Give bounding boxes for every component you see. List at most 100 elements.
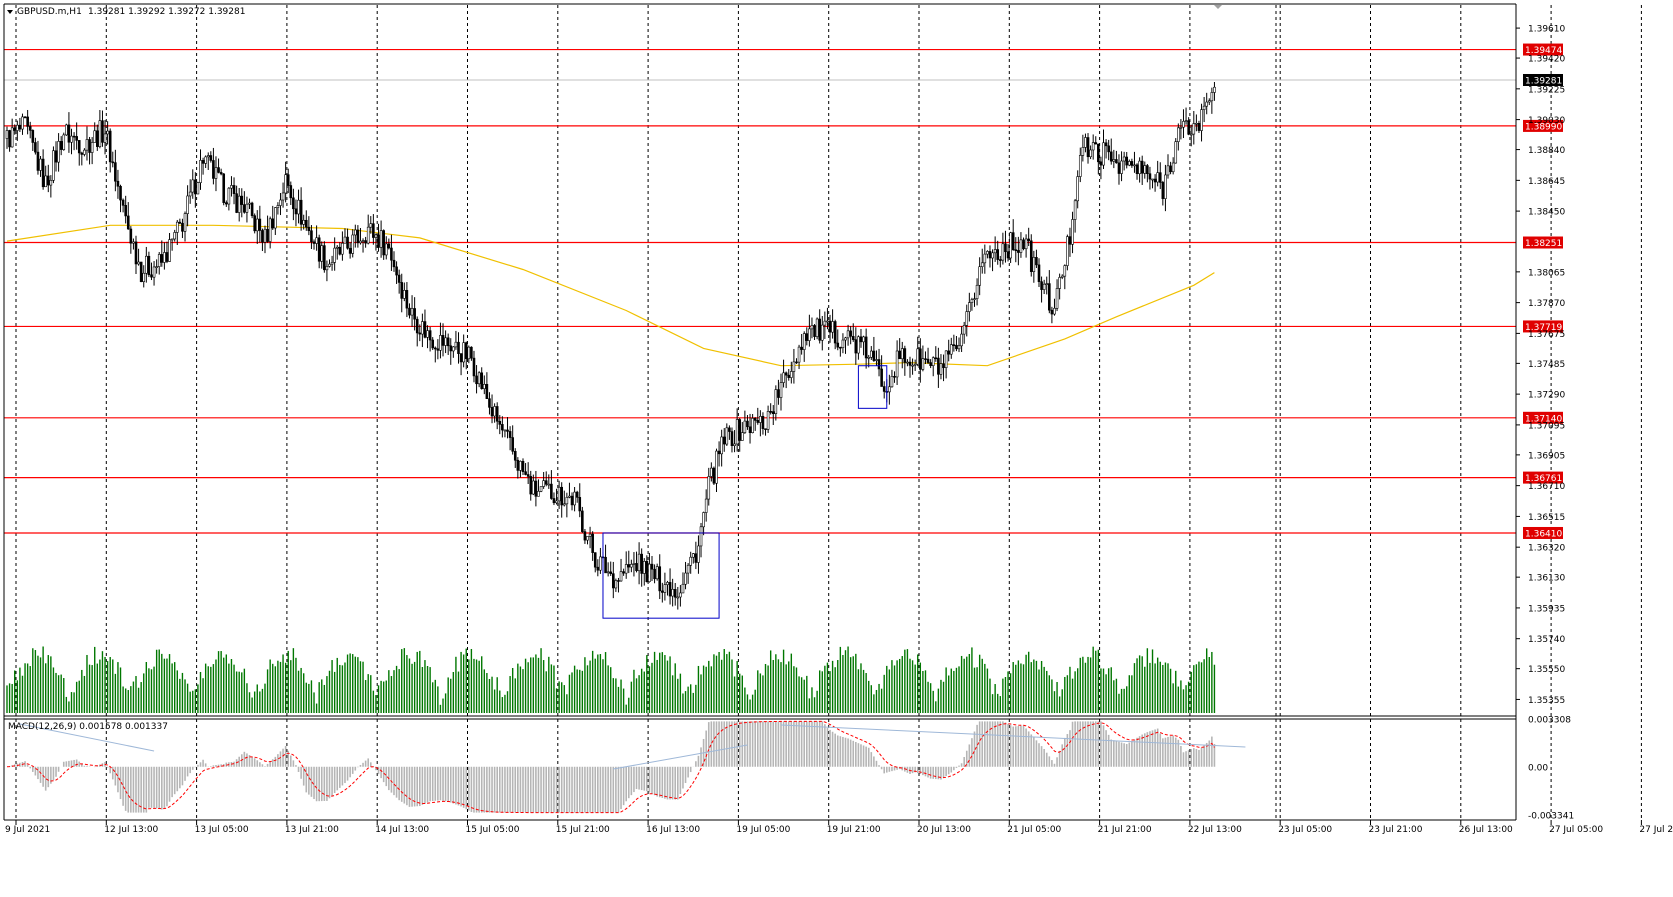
candle-body [1202, 105, 1206, 110]
price-axis-label: 1.39030 [1528, 116, 1565, 126]
level-price-label: 1.38251 [1525, 239, 1562, 249]
dropdown-arrow-icon[interactable] [7, 10, 13, 14]
candle-body [1035, 257, 1038, 266]
macd-signal-line [6, 720, 1215, 814]
candle-body [635, 563, 638, 572]
candle-body [645, 561, 649, 583]
candle-body [65, 124, 68, 136]
candle-body [779, 382, 783, 398]
candle-body [1174, 141, 1178, 164]
candle-body [983, 253, 987, 264]
candle-body [395, 266, 398, 276]
candle-body [532, 480, 535, 495]
candle-body [201, 160, 205, 164]
candle-body [828, 320, 832, 333]
candle-body [121, 199, 125, 206]
candle-body [906, 361, 909, 364]
candle-body [49, 180, 53, 186]
candle-body [684, 572, 687, 585]
candle-body [586, 536, 589, 541]
consolidation-zone-box[interactable] [857, 365, 888, 409]
candle-body [250, 202, 254, 216]
candle-body [849, 330, 852, 337]
macd-divergence-trendline[interactable] [780, 724, 1246, 748]
candle-body [810, 325, 814, 330]
candle-body [103, 133, 107, 143]
candle-body [722, 436, 726, 445]
candle-body [730, 431, 734, 446]
candle-body [513, 451, 517, 461]
candle-body [439, 335, 442, 351]
consolidation-zone-box[interactable] [602, 532, 720, 619]
candle-body [511, 437, 514, 452]
candle-body [637, 553, 641, 572]
candle-body [170, 238, 174, 241]
candle-body [949, 344, 953, 355]
candle-body [818, 318, 822, 341]
candle-body [986, 251, 989, 255]
candle-body [139, 261, 143, 282]
candle-body [735, 419, 739, 445]
level-price-label: 1.39474 [1525, 46, 1562, 56]
candle-body [622, 571, 625, 574]
candle-body [108, 130, 112, 163]
candle-body [359, 240, 362, 244]
candle-body [382, 230, 385, 256]
candle-body [1099, 161, 1103, 166]
candle-body [475, 375, 478, 385]
candle-body [704, 498, 708, 513]
candle-body [70, 135, 73, 143]
candle-body [790, 371, 793, 378]
candle-body [323, 245, 326, 271]
candle-body [279, 199, 282, 206]
candle-body [400, 282, 404, 299]
candle-body [1120, 160, 1123, 174]
price-axis-label: 1.35355 [1528, 696, 1565, 706]
candle-body [1195, 123, 1198, 125]
candle-body [431, 339, 435, 349]
candle-body [1071, 219, 1074, 245]
time-axis-label: 23 Jul 21:00 [1369, 825, 1423, 835]
candle-body [57, 141, 60, 163]
candle-body [62, 134, 66, 150]
candle-body [728, 427, 731, 432]
candle-body [900, 348, 904, 360]
last-price-label: 1.39281 [1525, 76, 1562, 86]
candle-body [846, 330, 850, 339]
candle-body [717, 450, 721, 455]
candle-body [155, 266, 158, 268]
time-axis-label: 23 Jul 05:00 [1278, 825, 1332, 835]
candle-body [766, 411, 770, 430]
macd-divergence-trendline[interactable] [19, 723, 155, 752]
candle-body [591, 533, 594, 553]
candle-body [691, 553, 695, 558]
candle-body [46, 175, 50, 186]
candle-body [361, 240, 365, 242]
candle-body [882, 386, 886, 392]
candle-body [222, 173, 226, 203]
candle-body [152, 266, 156, 278]
candle-body [707, 476, 711, 500]
candle-body [261, 230, 264, 243]
time-axis-label: 21 Jul 05:00 [1007, 825, 1061, 835]
candle-body [304, 219, 308, 228]
chart-shift-marker-icon[interactable] [1214, 5, 1222, 9]
candle-body [942, 363, 945, 368]
candle-body [1024, 238, 1028, 250]
candle-body [661, 590, 664, 593]
candle-body [857, 336, 860, 354]
candle-body [877, 359, 881, 370]
candle-body [872, 350, 876, 361]
macd-divergence-trendline[interactable] [613, 744, 748, 770]
candle-body [134, 241, 138, 265]
candle-body [80, 152, 84, 155]
candle-body [387, 243, 391, 249]
candle-body [1182, 121, 1185, 128]
candle-body [519, 460, 522, 471]
time-axis-label: 21 Jul 21:00 [1098, 825, 1152, 835]
candle-body [227, 187, 231, 205]
price-axis-label: 1.36710 [1528, 482, 1565, 492]
candle-body [578, 497, 582, 512]
